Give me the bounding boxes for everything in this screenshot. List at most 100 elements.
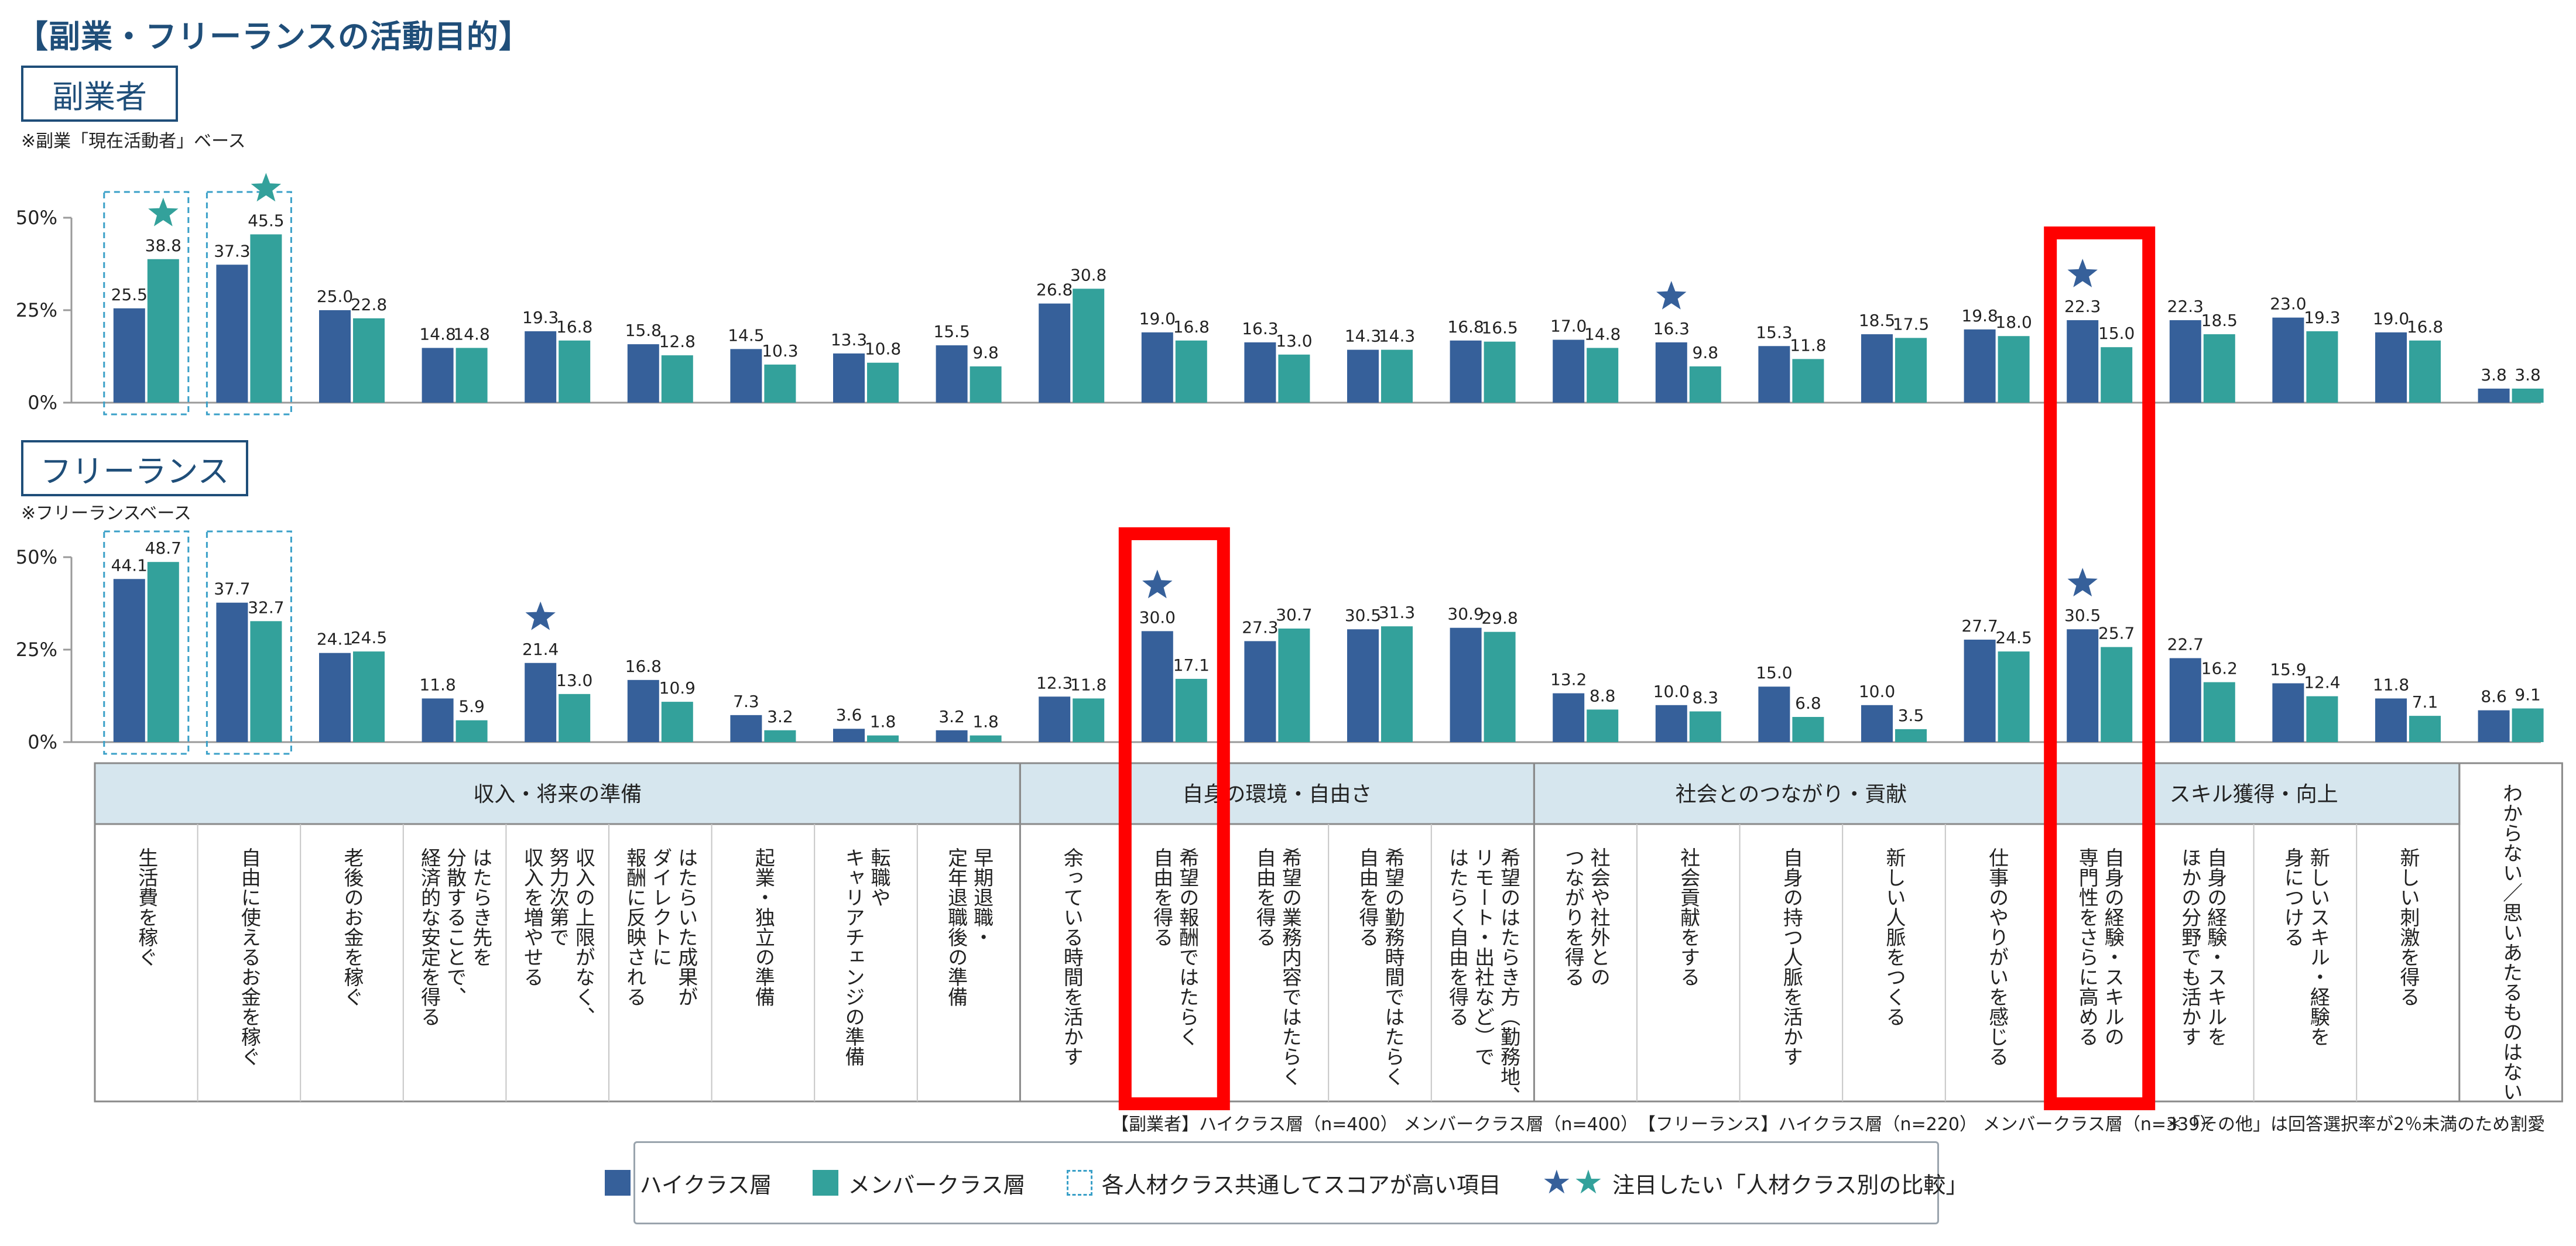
bar-high bbox=[1450, 627, 1482, 742]
group-header-label: スキル獲得・向上 bbox=[2170, 782, 2338, 806]
data-label: 27.7 bbox=[1961, 616, 1998, 636]
data-label: 9.1 bbox=[2515, 685, 2541, 704]
legend-item-star: ★ ★ 注目したい「人材クラス別の比較」 bbox=[1542, 1166, 1968, 1199]
bar-high bbox=[2375, 698, 2407, 742]
data-label: 6.8 bbox=[1795, 694, 1821, 713]
category-label: 老後のお金を稼ぐ bbox=[340, 847, 364, 1007]
bar-member bbox=[1278, 354, 1310, 403]
bar-member bbox=[2101, 347, 2133, 403]
category-label: はたらいた成果が bbox=[674, 847, 698, 1007]
star-icon bbox=[525, 601, 556, 630]
category-label: 収入の上限がなく、 bbox=[571, 847, 595, 1027]
data-label: 14.8 bbox=[1584, 324, 1621, 344]
data-label: 3.6 bbox=[836, 705, 862, 725]
category-label: 早期退職・ bbox=[970, 847, 994, 947]
bar-high bbox=[1141, 631, 1173, 742]
category-label: 自身の持つ人脈を活かす bbox=[1779, 847, 1803, 1066]
bar-high bbox=[1347, 349, 1379, 403]
bar-member bbox=[147, 259, 179, 403]
data-label: 14.5 bbox=[728, 325, 764, 345]
data-label: 12.4 bbox=[2304, 673, 2340, 692]
category-label: 起業・独立の準備 bbox=[751, 847, 775, 1007]
bar-high bbox=[319, 653, 351, 742]
dashed-highlight-box bbox=[205, 191, 292, 416]
data-label: 21.4 bbox=[522, 640, 559, 659]
legend-swatch-dashed bbox=[1066, 1170, 1092, 1196]
data-label: 13.0 bbox=[556, 671, 592, 690]
bar-member bbox=[1381, 626, 1413, 742]
data-label: 45.5 bbox=[248, 211, 284, 230]
section-label-fukugyo: 副業者 bbox=[21, 66, 178, 122]
y-tick-label: 25% bbox=[16, 299, 57, 321]
data-label: 37.7 bbox=[214, 579, 250, 599]
data-label: 7.1 bbox=[2412, 692, 2438, 712]
bar-high bbox=[1964, 639, 1996, 742]
bar-high bbox=[216, 602, 248, 742]
bar-member bbox=[250, 234, 282, 403]
bar-member bbox=[455, 720, 488, 742]
y-tick-label: 50% bbox=[16, 546, 57, 568]
legend-swatch-high bbox=[604, 1170, 631, 1196]
bar-high bbox=[2067, 320, 2099, 403]
category-label: はたらく自由を得る bbox=[1445, 847, 1469, 1027]
category-label: 新しい人脈をつくる bbox=[1882, 847, 1906, 1027]
data-label: 1.8 bbox=[972, 712, 999, 732]
data-label: 32.7 bbox=[248, 598, 284, 617]
other-note: ＊「その他」は回答選択率が2％未満のため割愛 bbox=[2165, 1114, 2546, 1135]
page-title: 【副業・フリーランスの活動目的】 bbox=[16, 18, 531, 55]
dashed-highlight-box bbox=[103, 191, 190, 416]
data-label: 15.3 bbox=[1756, 322, 1792, 342]
bar-member bbox=[353, 651, 385, 742]
bar-high bbox=[1553, 693, 1585, 742]
data-label: 30.7 bbox=[1276, 605, 1312, 624]
data-label: 11.8 bbox=[1070, 675, 1107, 694]
data-label: 17.1 bbox=[1173, 655, 1210, 675]
bar-member bbox=[353, 318, 385, 403]
star-icon bbox=[2067, 259, 2098, 287]
legend-swatch-member bbox=[813, 1170, 839, 1196]
group-header-cell bbox=[1019, 762, 1535, 825]
group-header-cell bbox=[1533, 762, 2049, 825]
data-label: 3.8 bbox=[2515, 365, 2541, 385]
data-label: 22.3 bbox=[2167, 297, 2204, 316]
category-label: 希望の業務内容ではたらく bbox=[1278, 847, 1301, 1086]
red-highlight-frame bbox=[1118, 527, 1230, 1110]
data-label: 19.3 bbox=[2304, 308, 2340, 327]
legend-item-member: メンバークラス層 bbox=[813, 1167, 1026, 1199]
data-label: 14.8 bbox=[419, 324, 455, 344]
bar-member bbox=[2409, 716, 2441, 742]
data-label: 38.8 bbox=[145, 236, 181, 255]
bar-high bbox=[113, 308, 145, 403]
category-label: 報酬に反映される bbox=[623, 847, 646, 1007]
data-label: 17.5 bbox=[1893, 314, 1929, 334]
data-label: 19.8 bbox=[1961, 306, 1998, 325]
category-label: ダイレクトに bbox=[649, 847, 672, 967]
data-label: 16.2 bbox=[2201, 659, 2238, 678]
bar-member bbox=[867, 362, 899, 403]
legend-label-member: メンバークラス層 bbox=[848, 1172, 1026, 1198]
data-label: 18.0 bbox=[1995, 313, 2032, 332]
bar-high bbox=[525, 663, 557, 742]
bar-member bbox=[1792, 717, 1824, 742]
bar-member bbox=[661, 355, 693, 403]
bar-high bbox=[1244, 641, 1276, 742]
bar-high bbox=[833, 729, 865, 742]
category-label: 努力次第で bbox=[546, 847, 569, 947]
category-label: 新しい刺激を得る bbox=[2396, 847, 2420, 1007]
bar-high bbox=[1758, 346, 1790, 403]
category-label: 余っている時間を活かす bbox=[1060, 847, 1083, 1066]
category-label: 自由に使えるお金を稼ぐ bbox=[237, 847, 261, 1066]
bar-high bbox=[1655, 705, 1687, 742]
category-label: 社会貢献をする bbox=[1677, 847, 1700, 987]
bar-member bbox=[1278, 628, 1310, 742]
bar-member bbox=[1587, 348, 1619, 403]
category-label: わからない／思いあたるものはない bbox=[2499, 783, 2523, 1101]
data-label: 25.0 bbox=[317, 287, 353, 306]
bar-high bbox=[833, 353, 865, 403]
data-label: 22.3 bbox=[2064, 297, 2101, 316]
data-label: 15.9 bbox=[2270, 660, 2306, 679]
y-tick-label: 50% bbox=[16, 207, 57, 229]
bar-high bbox=[2478, 710, 2510, 742]
bar-member bbox=[2306, 331, 2338, 403]
data-label: 15.8 bbox=[625, 321, 662, 340]
